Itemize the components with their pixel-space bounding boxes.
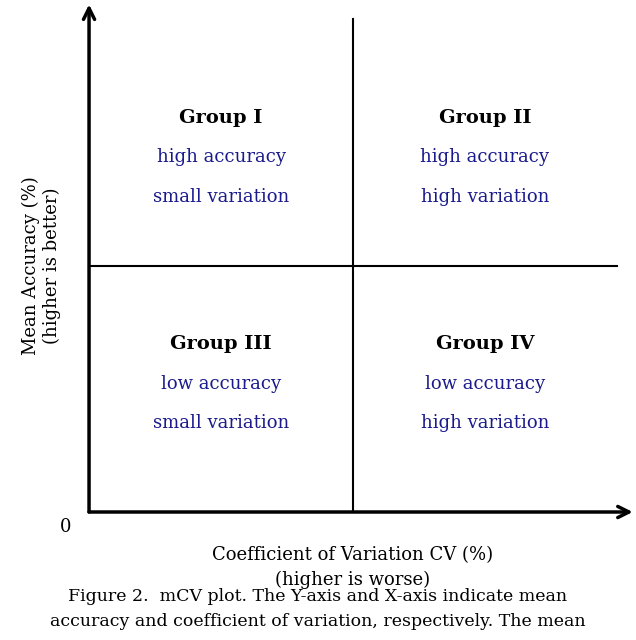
Text: Mean Accuracy (%)
(higher is better): Mean Accuracy (%) (higher is better) [22, 176, 61, 355]
Text: Figure 2.  mCV plot. The Y-axis and X-axis indicate mean: Figure 2. mCV plot. The Y-axis and X-axi… [69, 588, 567, 605]
Text: Coefficient of Variation CV (%): Coefficient of Variation CV (%) [212, 547, 494, 564]
Text: small variation: small variation [153, 414, 289, 432]
Text: Group I: Group I [179, 109, 263, 127]
Text: Group IV: Group IV [436, 335, 534, 353]
Text: high accuracy: high accuracy [420, 148, 550, 166]
Text: Group III: Group III [170, 335, 272, 353]
Text: accuracy and coefficient of variation, respectively. The mean: accuracy and coefficient of variation, r… [50, 613, 586, 630]
Text: high accuracy: high accuracy [156, 148, 286, 166]
Text: low accuracy: low accuracy [161, 375, 281, 393]
Text: (higher is worse): (higher is worse) [275, 571, 431, 589]
Text: high variation: high variation [421, 414, 549, 432]
Text: small variation: small variation [153, 188, 289, 205]
Text: Group II: Group II [439, 109, 531, 127]
Text: high variation: high variation [421, 188, 549, 205]
Text: low accuracy: low accuracy [425, 375, 545, 393]
Text: 0: 0 [60, 518, 71, 536]
